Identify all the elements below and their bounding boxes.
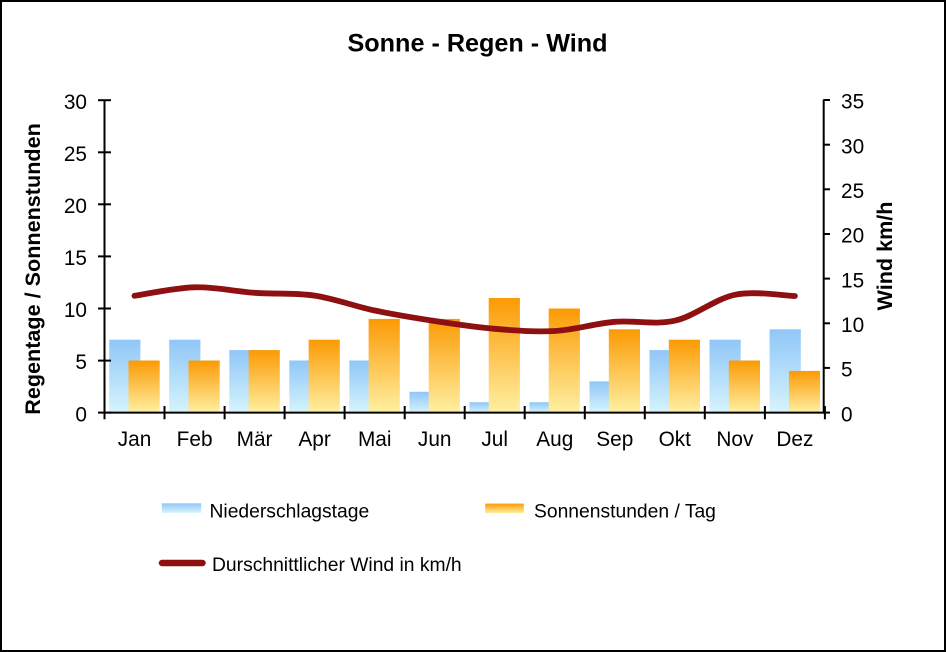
svg-text:Okt: Okt bbox=[659, 428, 692, 451]
svg-text:10: 10 bbox=[841, 314, 864, 337]
svg-text:5: 5 bbox=[841, 359, 853, 382]
svg-text:25: 25 bbox=[64, 143, 87, 166]
svg-text:Jun: Jun bbox=[418, 428, 452, 451]
svg-text:0: 0 bbox=[841, 403, 853, 426]
svg-text:20: 20 bbox=[64, 195, 87, 218]
svg-text:Regentage / Sonnenstunden: Regentage / Sonnenstunden bbox=[20, 123, 45, 415]
svg-text:Apr: Apr bbox=[298, 428, 330, 451]
svg-text:Durschnittlicher Wind in km/h: Durschnittlicher Wind in km/h bbox=[212, 555, 462, 576]
svg-text:0: 0 bbox=[75, 403, 87, 426]
svg-text:35: 35 bbox=[841, 91, 864, 114]
svg-text:30: 30 bbox=[841, 135, 864, 158]
svg-text:25: 25 bbox=[841, 180, 864, 203]
svg-text:Feb: Feb bbox=[177, 428, 213, 451]
svg-text:Mai: Mai bbox=[358, 428, 392, 451]
svg-text:10: 10 bbox=[64, 299, 87, 322]
svg-text:Mär: Mär bbox=[237, 428, 273, 451]
svg-text:Sonnenstunden / Tag: Sonnenstunden / Tag bbox=[534, 502, 716, 523]
svg-text:30: 30 bbox=[64, 91, 87, 114]
svg-text:20: 20 bbox=[841, 225, 864, 248]
svg-text:Niederschlagstage: Niederschlagstage bbox=[210, 502, 370, 523]
svg-text:Aug: Aug bbox=[536, 428, 573, 451]
svg-text:Nov: Nov bbox=[716, 428, 754, 451]
svg-text:15: 15 bbox=[64, 247, 87, 270]
svg-text:Sep: Sep bbox=[596, 428, 633, 451]
svg-text:15: 15 bbox=[841, 269, 864, 292]
svg-text:Wind km/h: Wind km/h bbox=[872, 202, 897, 311]
svg-text:Jan: Jan bbox=[118, 428, 152, 451]
svg-text:5: 5 bbox=[75, 351, 87, 374]
svg-text:Sonne - Regen - Wind: Sonne - Regen - Wind bbox=[347, 30, 607, 58]
svg-text:Jul: Jul bbox=[481, 428, 508, 451]
svg-text:Dez: Dez bbox=[776, 428, 813, 451]
